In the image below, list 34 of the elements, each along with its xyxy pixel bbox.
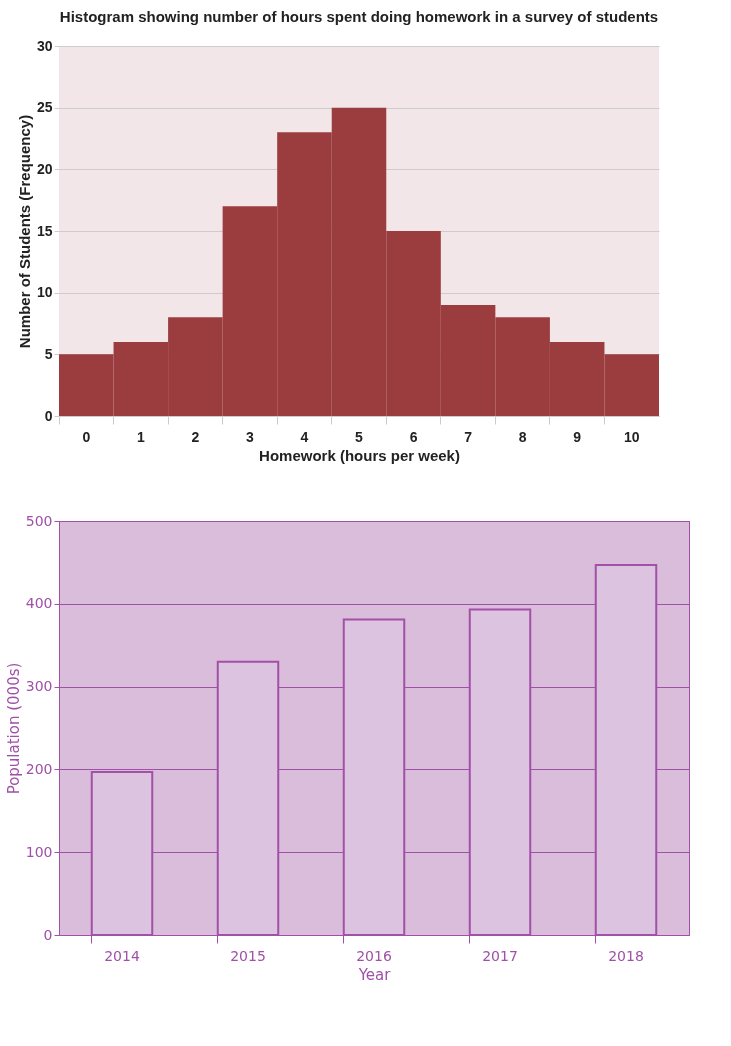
x-axis-title: Year bbox=[357, 965, 392, 984]
x-tick-label: 2014 bbox=[104, 947, 140, 964]
x-tick-label: 2017 bbox=[482, 947, 518, 964]
x-tick-label: 0 bbox=[82, 428, 91, 445]
x-axis-title: Homework (hours per week) bbox=[259, 446, 460, 464]
y-tick-label: 100 bbox=[25, 843, 53, 860]
x-tick-label: 2016 bbox=[356, 947, 392, 964]
x-tick-label: 9 bbox=[573, 428, 582, 445]
x-tick-label: 10 bbox=[623, 428, 640, 445]
y-tick-label: 200 bbox=[25, 760, 53, 777]
y-tick-label: 20 bbox=[36, 160, 53, 177]
y-tick-label: 15 bbox=[36, 222, 53, 239]
y-tick-label: 0 bbox=[44, 407, 53, 424]
x-tick-label: 1 bbox=[136, 428, 145, 445]
y-tick-label: 10 bbox=[36, 284, 53, 301]
y-axis-title: Population (000s) bbox=[4, 662, 23, 795]
x-tick-label: 3 bbox=[246, 428, 255, 445]
y-tick-label: 0 bbox=[43, 926, 53, 943]
x-tick-label: 2015 bbox=[230, 947, 266, 964]
y-tick-label: 300 bbox=[25, 678, 53, 695]
x-tick-label: 8 bbox=[518, 428, 527, 445]
x-tick-label: 2018 bbox=[608, 947, 644, 964]
x-tick-label: 7 bbox=[464, 428, 473, 445]
y-tick-label: 5 bbox=[44, 345, 53, 362]
x-tick-label: 4 bbox=[300, 428, 309, 445]
y-tick-label: 500 bbox=[25, 512, 53, 529]
chart-title: Histogram showing number of hours spent doing homework in a survey of students bbox=[59, 8, 659, 25]
y-tick-label: 25 bbox=[36, 99, 53, 116]
x-tick-label: 5 bbox=[355, 428, 364, 445]
y-tick-label: 400 bbox=[25, 595, 53, 612]
y-axis-title: Number of Students (Frequency) bbox=[15, 114, 33, 349]
x-tick-label: 2 bbox=[191, 428, 200, 445]
x-tick-label: 6 bbox=[409, 428, 418, 445]
y-tick-label: 30 bbox=[36, 37, 53, 54]
